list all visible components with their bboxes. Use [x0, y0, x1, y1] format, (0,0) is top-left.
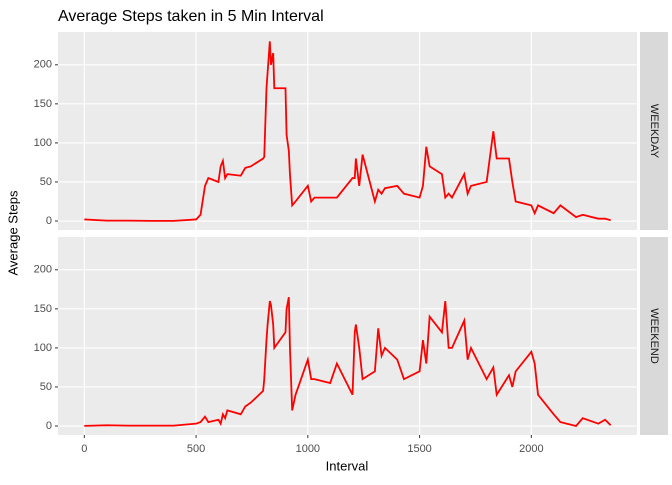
x-tick-label: 1500: [407, 443, 431, 455]
y-tick-label: 50: [40, 176, 52, 188]
facet-label: WEEKDAY: [648, 104, 660, 159]
chart-title: Average Steps taken in 5 Min Interval: [58, 8, 324, 25]
line: [84, 41, 611, 222]
panel-background: [58, 32, 637, 230]
panel-background: [58, 237, 637, 435]
x-axis-label: Interval: [326, 458, 369, 473]
y-tick-label: 0: [46, 420, 52, 432]
facet-strip: [640, 237, 668, 435]
y-tick-label: 100: [34, 137, 52, 149]
y-tick-label: 100: [34, 342, 52, 354]
y-tick-label: 50: [40, 381, 52, 393]
x-tick-label: 0: [81, 443, 87, 455]
y-tick-label: 200: [34, 264, 52, 276]
line: [84, 296, 612, 428]
y-tick-label: 150: [34, 98, 52, 110]
y-tick-label: 150: [34, 303, 52, 315]
y-tick-label: 200: [34, 59, 52, 71]
facet-label: WEEKEND: [648, 308, 660, 364]
x-tick-label: 500: [187, 443, 205, 455]
y-axis-label: Average Steps: [5, 190, 20, 276]
x-tick-label: 1000: [296, 443, 320, 455]
facet-strip: [640, 32, 668, 230]
x-tick-label: 2000: [519, 443, 543, 455]
y-tick-label: 0: [46, 215, 52, 227]
